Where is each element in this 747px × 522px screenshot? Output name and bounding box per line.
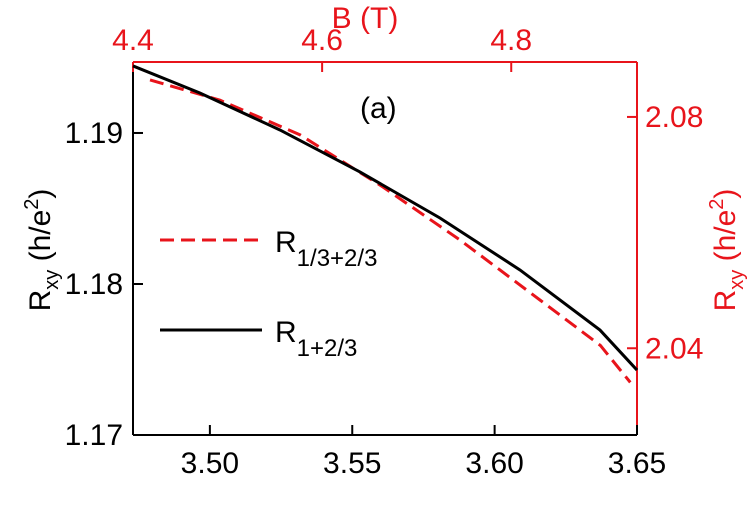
label-part: R (709, 290, 742, 312)
label-part: (h/e (709, 210, 742, 270)
y-tick-label: 1.18 (65, 268, 123, 301)
series-line (149, 78, 632, 384)
y-tick-label: 1.17 (65, 419, 123, 452)
y-label-text: Rxy (h/e2) (21, 189, 63, 312)
y2-axis-label: Rxy (h/e2) (706, 189, 747, 312)
y2-tick-label: 2.04 (645, 332, 703, 365)
x-tick-label: 3.65 (608, 447, 666, 480)
x2-tick-label: 4.6 (301, 24, 343, 57)
label-part: ) (709, 189, 742, 199)
y-tick-label: 1.19 (65, 117, 123, 150)
x2-axis-label: B (T) (332, 2, 399, 35)
x2-tick-label: 4.4 (112, 24, 154, 57)
y2-tick-label: 2.08 (645, 101, 703, 134)
legend-label: R1+2/3 (275, 316, 357, 362)
label-part: (h/e (24, 210, 57, 270)
label-part: xy (41, 270, 63, 290)
x2-tick-label: 4.8 (490, 24, 532, 57)
x-tick-label: 3.50 (181, 447, 239, 480)
label-part: 2 (21, 199, 43, 210)
y2-label-text: Rxy (h/e2) (706, 189, 747, 312)
y-axis-label: Rxy (h/e2) (21, 189, 63, 312)
annotation: (a) (360, 92, 397, 125)
x-tick-label: 3.60 (465, 447, 523, 480)
legend-label: R1/3+2/3 (275, 226, 377, 272)
label-part: R (24, 290, 57, 312)
label-part: ) (24, 189, 57, 199)
series-line (132, 64, 639, 372)
label-part: xy (726, 270, 747, 290)
label-part: 2 (706, 199, 728, 210)
x-tick-label: 3.55 (323, 447, 381, 480)
